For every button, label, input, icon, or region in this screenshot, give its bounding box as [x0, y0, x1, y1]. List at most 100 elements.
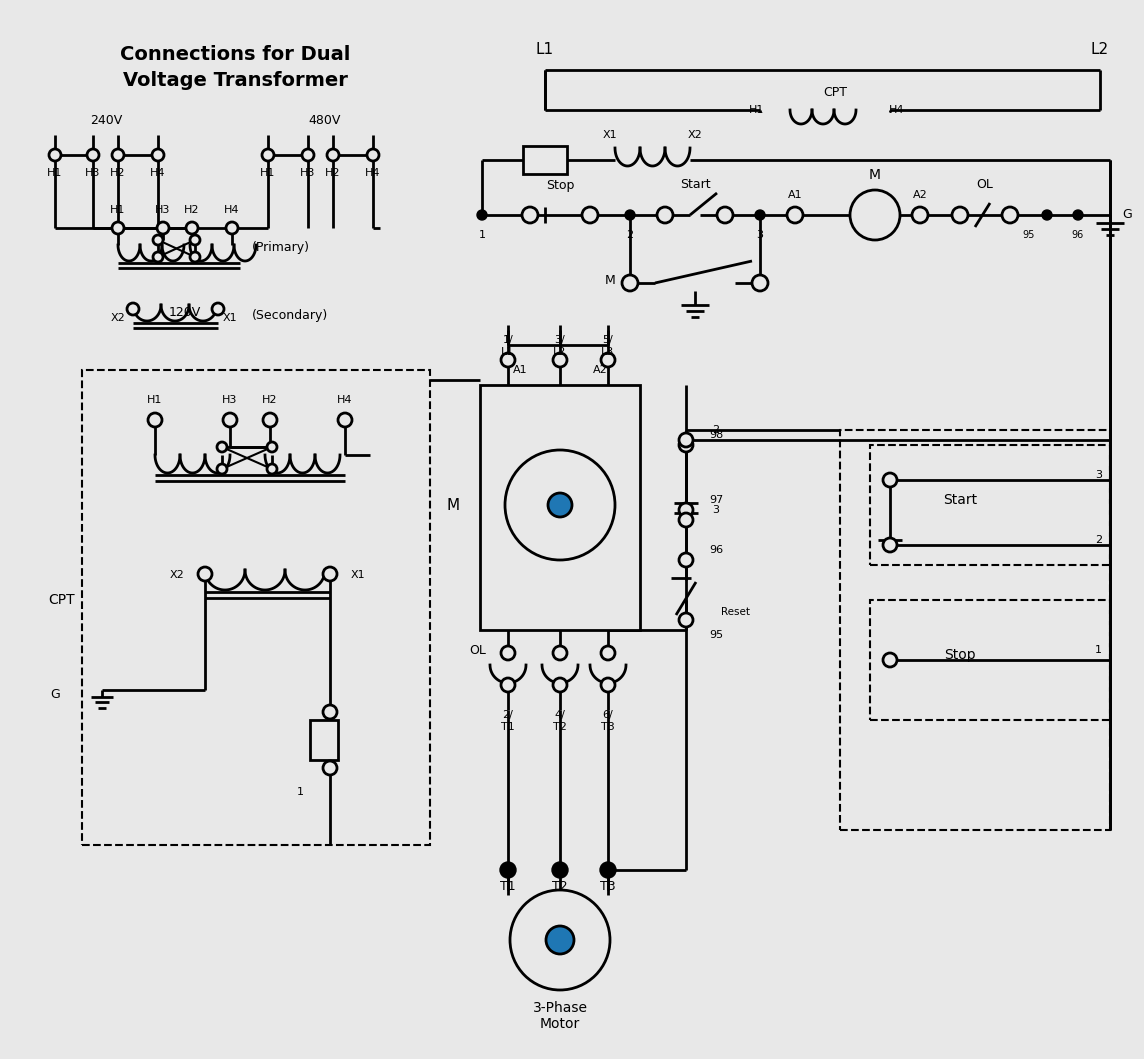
Text: H3: H3	[86, 168, 101, 178]
Text: H1: H1	[749, 105, 764, 115]
Circle shape	[553, 678, 567, 692]
Circle shape	[327, 149, 339, 161]
Circle shape	[657, 207, 673, 223]
Circle shape	[680, 553, 693, 567]
Circle shape	[212, 303, 224, 315]
Text: 6/: 6/	[603, 710, 613, 720]
Circle shape	[267, 464, 277, 474]
Text: H4: H4	[224, 205, 240, 215]
Text: 5/: 5/	[603, 335, 613, 345]
Text: 2: 2	[627, 230, 634, 240]
Text: 98: 98	[709, 430, 723, 439]
Circle shape	[912, 207, 928, 223]
Text: H1: H1	[110, 205, 126, 215]
Text: H3: H3	[156, 205, 170, 215]
Text: H4: H4	[150, 168, 166, 178]
Text: Voltage Transformer: Voltage Transformer	[122, 71, 348, 90]
Circle shape	[553, 353, 567, 367]
Circle shape	[500, 862, 516, 878]
Text: H2: H2	[110, 168, 126, 178]
Circle shape	[680, 513, 693, 527]
Circle shape	[680, 503, 693, 517]
Circle shape	[582, 207, 598, 223]
Text: H2: H2	[184, 205, 200, 215]
Circle shape	[546, 926, 574, 954]
Circle shape	[302, 149, 313, 161]
Text: 2/: 2/	[502, 710, 514, 720]
Bar	[310, 720, 337, 760]
Circle shape	[952, 207, 968, 223]
Circle shape	[601, 646, 615, 660]
Circle shape	[323, 761, 337, 775]
Text: 3: 3	[756, 230, 763, 240]
Text: X2: X2	[111, 313, 126, 323]
Circle shape	[477, 210, 487, 220]
Text: A2: A2	[593, 365, 607, 375]
Bar	[523, 146, 567, 174]
Text: (Primary): (Primary)	[252, 241, 310, 254]
Text: Stop: Stop	[546, 179, 574, 192]
Circle shape	[112, 149, 124, 161]
Text: H2: H2	[262, 395, 278, 405]
Text: A1: A1	[788, 190, 802, 200]
Text: Motor: Motor	[540, 1017, 580, 1031]
Text: H3: H3	[222, 395, 238, 405]
Circle shape	[553, 862, 569, 878]
Circle shape	[323, 705, 337, 719]
Text: Stop: Stop	[944, 648, 976, 662]
Text: M: M	[869, 168, 881, 182]
Text: 95: 95	[709, 630, 723, 640]
Circle shape	[190, 252, 200, 262]
Circle shape	[601, 678, 615, 692]
Circle shape	[883, 473, 897, 487]
Circle shape	[601, 353, 615, 367]
Text: L1: L1	[501, 347, 515, 357]
Text: 1: 1	[296, 787, 303, 797]
Text: M: M	[605, 273, 615, 287]
Circle shape	[217, 464, 227, 474]
Text: H2: H2	[325, 168, 341, 178]
Circle shape	[217, 442, 227, 452]
Text: 95: 95	[1023, 230, 1035, 240]
Circle shape	[501, 353, 515, 367]
Text: 240V: 240V	[90, 113, 122, 126]
Text: 120V: 120V	[169, 306, 201, 320]
Text: H1: H1	[261, 168, 276, 178]
Text: Connections for Dual: Connections for Dual	[120, 46, 350, 65]
Text: Start: Start	[943, 493, 977, 507]
Text: CPT: CPT	[49, 593, 76, 607]
Text: 1/: 1/	[502, 335, 514, 345]
Circle shape	[717, 207, 733, 223]
Text: (Secondary): (Secondary)	[252, 308, 328, 322]
Circle shape	[127, 303, 140, 315]
Text: 4/: 4/	[555, 710, 565, 720]
Circle shape	[680, 438, 693, 452]
Circle shape	[267, 442, 277, 452]
Circle shape	[323, 567, 337, 581]
Circle shape	[883, 653, 897, 667]
Text: 97: 97	[709, 495, 723, 505]
Text: 3: 3	[713, 505, 720, 515]
Circle shape	[152, 149, 164, 161]
Circle shape	[622, 275, 638, 291]
Text: 3/: 3/	[555, 335, 565, 345]
Circle shape	[87, 149, 100, 161]
Circle shape	[883, 538, 897, 552]
Circle shape	[548, 493, 572, 517]
Circle shape	[625, 210, 635, 220]
Circle shape	[1073, 210, 1083, 220]
Circle shape	[680, 613, 693, 627]
Text: M: M	[447, 498, 460, 513]
Text: T3: T3	[601, 722, 614, 732]
Text: G: G	[1122, 209, 1131, 221]
Circle shape	[198, 567, 212, 581]
Text: 480V: 480V	[309, 113, 341, 126]
Text: H4: H4	[889, 105, 905, 115]
Circle shape	[49, 149, 61, 161]
Circle shape	[752, 275, 768, 291]
Circle shape	[680, 433, 693, 447]
Text: 3-Phase: 3-Phase	[532, 1001, 588, 1015]
Text: 2: 2	[713, 425, 720, 435]
Circle shape	[153, 252, 162, 262]
Circle shape	[505, 450, 615, 560]
